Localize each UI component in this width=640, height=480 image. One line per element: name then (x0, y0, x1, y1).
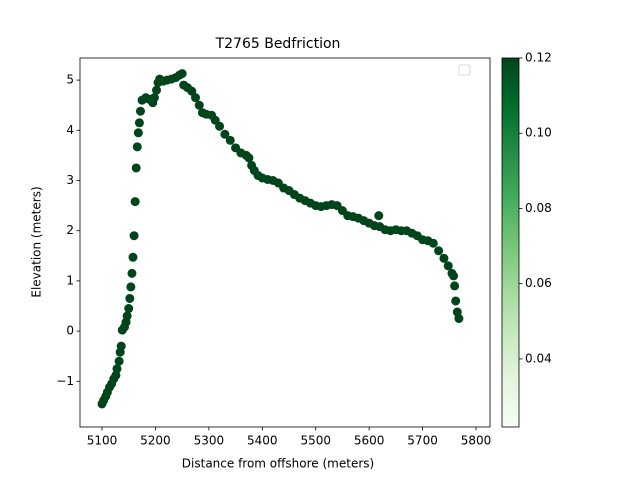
point (454, 314, 464, 324)
point (443, 261, 453, 271)
x-tick-label: 5200 (140, 434, 171, 448)
point (114, 356, 124, 366)
y-tick-label: 5 (66, 73, 74, 87)
point (125, 293, 135, 303)
plot-frame (79, 57, 491, 428)
x-tick-label: 5700 (407, 434, 438, 448)
point (128, 252, 138, 262)
colorbar-tick-label: 0.06 (525, 276, 552, 290)
colorbar-tick-label: 0.12 (525, 51, 552, 65)
point (126, 282, 136, 292)
point (225, 135, 235, 145)
point (220, 129, 230, 139)
point (130, 197, 140, 207)
point (133, 128, 143, 138)
x-tick-label: 5300 (194, 434, 225, 448)
point (124, 304, 134, 314)
point (439, 253, 449, 263)
point (434, 246, 444, 256)
point (374, 211, 384, 221)
point (116, 341, 126, 351)
x-tick-label: 5600 (354, 434, 385, 448)
point (449, 271, 459, 281)
point (177, 69, 187, 79)
point (191, 93, 201, 103)
point (112, 364, 122, 374)
point (450, 281, 460, 291)
x-tick-label: 5100 (87, 434, 118, 448)
point (129, 231, 139, 241)
y-tick-label: 3 (66, 173, 74, 187)
colorbar-tick-label: 0.04 (525, 351, 552, 365)
y-tick-label: −1 (56, 374, 74, 388)
point (127, 268, 137, 278)
colorbar-tick-label: 0.08 (525, 201, 552, 215)
chart-title: T2765 Bedfriction (215, 36, 341, 52)
x-tick-label: 5400 (247, 434, 278, 448)
point (132, 142, 142, 152)
point (134, 118, 144, 128)
point (194, 100, 204, 110)
y-tick-label: 4 (66, 123, 74, 137)
point (428, 238, 438, 248)
point (149, 93, 159, 103)
point (131, 163, 141, 173)
y-axis-label: Elevation (meters) (30, 186, 44, 297)
x-tick-label: 5800 (461, 434, 492, 448)
point (451, 296, 461, 306)
point (152, 85, 162, 95)
colorbar-tick-label: 0.10 (525, 126, 552, 140)
point (187, 86, 197, 96)
point (122, 311, 132, 321)
legend-box (458, 64, 471, 76)
x-tick-label: 5500 (300, 434, 331, 448)
y-tick-label: 1 (66, 273, 74, 287)
y-tick-label: 0 (66, 324, 74, 338)
point (244, 153, 254, 163)
x-axis-label: Distance from offshore (meters) (182, 457, 374, 471)
y-tick-label: 2 (66, 223, 74, 237)
point (215, 121, 225, 131)
point (135, 106, 145, 116)
colorbar (501, 57, 520, 428)
